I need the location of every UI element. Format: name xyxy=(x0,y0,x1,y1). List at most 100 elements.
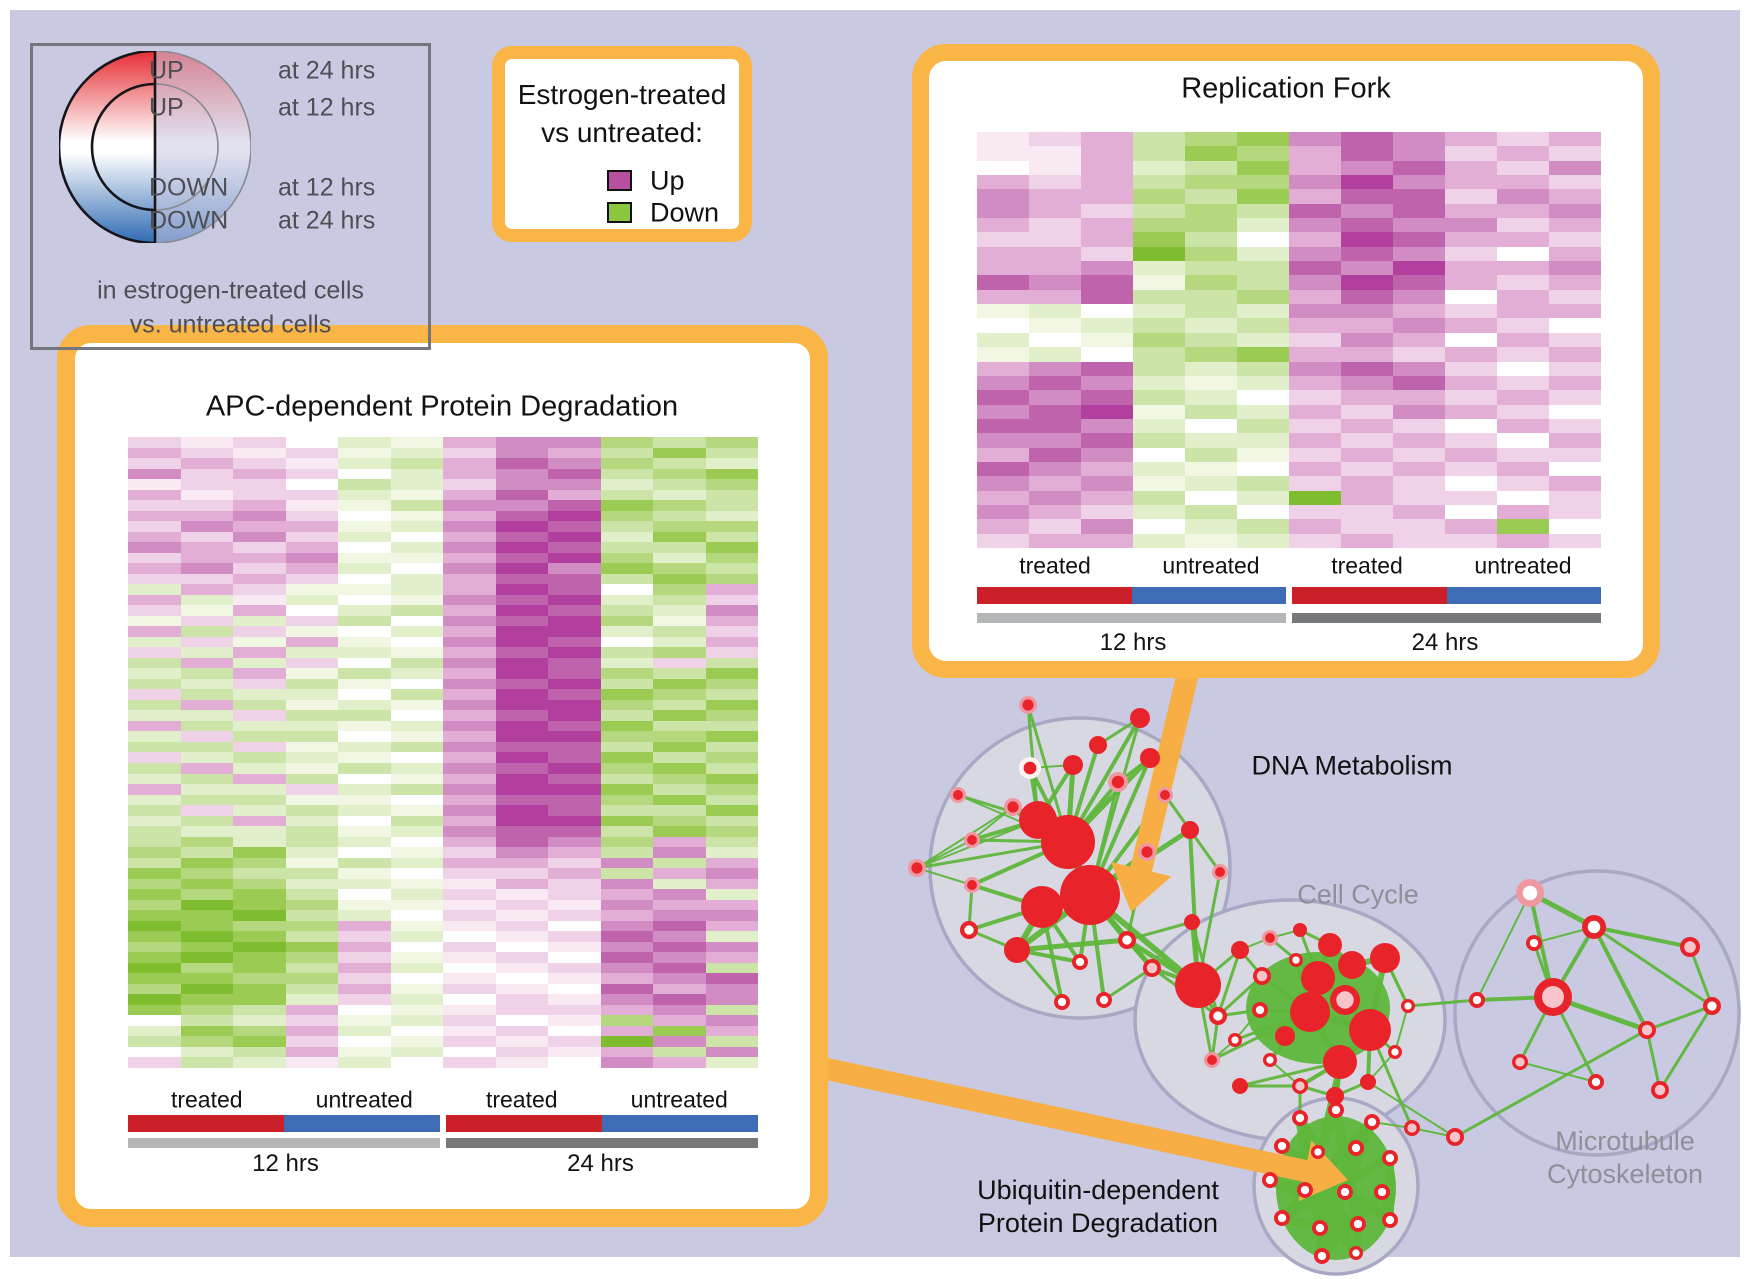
heatmap-cell xyxy=(1185,418,1237,434)
heatmap-cell xyxy=(1237,232,1289,247)
heatmap-cell xyxy=(233,941,286,953)
heatmap-cell xyxy=(338,1057,391,1068)
heatmap-cell xyxy=(548,447,601,459)
heatmap-cell xyxy=(390,678,443,690)
heatmap-cell xyxy=(390,531,443,543)
heatmap-cell xyxy=(1445,318,1497,333)
gene-node xyxy=(1004,937,1030,963)
heatmap-cell xyxy=(977,361,1029,376)
gene-node-center xyxy=(1111,775,1125,789)
heatmap-cell xyxy=(495,889,548,900)
heatmap-cell xyxy=(600,941,653,953)
heatmap-cell xyxy=(495,720,548,732)
heatmap-cell xyxy=(1133,461,1185,477)
heatmap-cell xyxy=(285,510,338,522)
heatmap-cell xyxy=(233,931,286,942)
heatmap-cell xyxy=(705,941,758,953)
heatmap-cell xyxy=(1029,390,1081,405)
heatmap-cell xyxy=(128,889,181,900)
heatmap-cell xyxy=(390,1057,443,1068)
heatmap-cell xyxy=(548,1036,601,1047)
heatmap-cell xyxy=(495,752,548,764)
heatmap-cell xyxy=(128,521,181,532)
heatmap-cell xyxy=(1289,318,1341,333)
heatmap-cell xyxy=(1289,375,1341,391)
heatmap-cell xyxy=(1445,476,1497,491)
heatmap-cell xyxy=(443,720,496,732)
gene-node-center xyxy=(1265,1175,1275,1185)
heatmap-cell xyxy=(1237,447,1289,462)
heatmap-cell xyxy=(495,605,548,616)
heatmap-cell xyxy=(1549,347,1601,362)
heatmap-cell xyxy=(128,910,181,921)
heatmap-cell xyxy=(1445,203,1497,219)
gene-node-center xyxy=(1352,1249,1360,1257)
heatmap-cell xyxy=(390,773,443,785)
cluster-label-cell-cycle: Cell Cycle xyxy=(1297,879,1419,910)
heatmap-cell xyxy=(1393,361,1445,376)
heatmap-cell xyxy=(653,773,706,785)
heatmap-cell xyxy=(443,763,496,774)
heatmap-cell xyxy=(653,878,706,890)
heatmap-cell xyxy=(285,552,338,564)
heatmap-cell xyxy=(180,941,233,953)
heatmap-cell xyxy=(443,699,496,711)
heatmap-cell xyxy=(180,489,233,501)
heatmap-cell xyxy=(128,1015,181,1026)
heatmap-cell xyxy=(1393,461,1445,477)
heatmap-cell xyxy=(548,605,601,616)
heatmap-cell xyxy=(1289,418,1341,434)
heatmap-cell xyxy=(285,500,338,511)
gene-node-center xyxy=(1515,1057,1525,1067)
heatmap-cell xyxy=(180,510,233,522)
heatmap-cell xyxy=(285,1025,338,1037)
heatmap-cell xyxy=(443,994,496,1005)
heatmap-cell xyxy=(1237,433,1289,448)
heatmap-cell xyxy=(600,889,653,900)
network-edge xyxy=(1476,892,1531,1001)
heatmap-cell xyxy=(1237,218,1289,233)
heatmap-cell xyxy=(285,920,338,932)
heatmap-cell xyxy=(705,510,758,522)
gene-node-center xyxy=(1654,1084,1666,1096)
heatmap-cell xyxy=(977,519,1029,534)
heatmap-cell xyxy=(338,826,391,837)
heatmap-cell xyxy=(285,626,338,637)
heatmap-cell xyxy=(653,836,706,848)
heatmap-cell xyxy=(1029,246,1081,262)
heatmap-cell xyxy=(1289,304,1341,319)
heatmap-cell xyxy=(1341,447,1393,462)
heatmap-cell xyxy=(705,636,758,648)
gene-node-center xyxy=(1407,1123,1417,1133)
heatmap-cell xyxy=(128,847,181,858)
heatmap-cell xyxy=(600,836,653,848)
heatmap-cell xyxy=(1549,160,1601,176)
heatmap-cell xyxy=(977,261,1029,276)
heatmap-cell xyxy=(495,763,548,774)
heatmap-cell xyxy=(128,805,181,816)
network-edge xyxy=(1646,1004,1713,1032)
heatmap-cell xyxy=(1289,146,1341,161)
time-label-12-hrs: 12 hrs xyxy=(1099,629,1167,656)
heatmap-cell xyxy=(1081,175,1133,190)
heatmap-cell xyxy=(495,868,548,879)
heatmap-cell xyxy=(443,784,496,795)
heatmap-cell xyxy=(443,458,496,469)
heatmap-cell xyxy=(600,910,653,921)
heatmap-cell xyxy=(600,920,653,932)
heatmap-cell xyxy=(443,847,496,858)
heatmap-cell xyxy=(285,952,338,963)
heatmap-cell xyxy=(548,594,601,606)
heatmap-cell xyxy=(1497,447,1549,462)
heatmap-cell xyxy=(600,857,653,869)
heatmap-cell xyxy=(1237,132,1289,147)
heatmap-cell xyxy=(390,805,443,816)
heatmap-cell xyxy=(600,531,653,543)
heatmap-cell xyxy=(1497,347,1549,362)
gene-node-center xyxy=(1404,1002,1412,1010)
heatmap-cell xyxy=(338,1046,391,1058)
heatmap-cell xyxy=(1185,275,1237,290)
gene-node-center xyxy=(1315,1223,1325,1233)
heatmap-cell xyxy=(390,1025,443,1037)
heatmap-cell xyxy=(180,563,233,574)
